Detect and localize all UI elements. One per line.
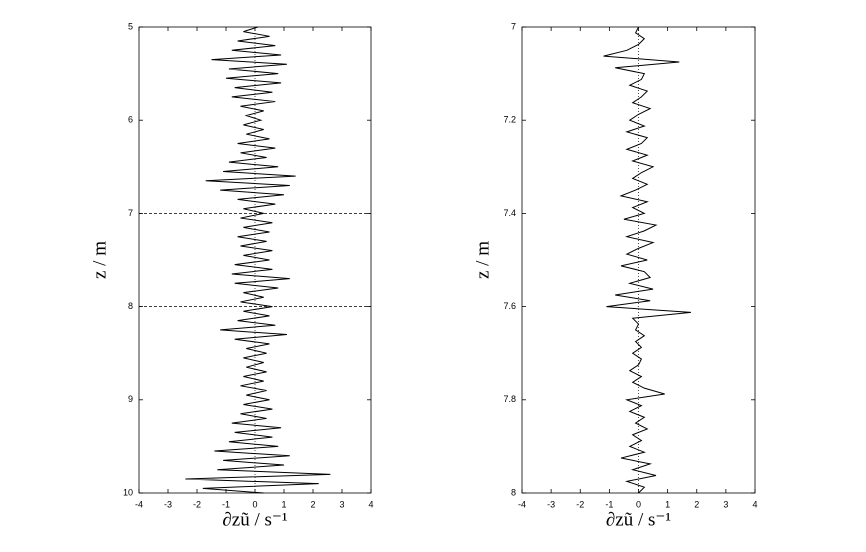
y-tick-label: 7.8 [503, 394, 516, 404]
y-tick-label: 9 [128, 394, 133, 404]
x-tick-label: -1 [605, 499, 613, 509]
x-tick-label: 3 [723, 499, 728, 509]
profile-line [185, 26, 331, 494]
x-axis-label: ∂zũ / s⁻¹ [606, 509, 672, 530]
y-tick-label: 7.2 [503, 115, 516, 125]
y-tick-label: 7.4 [503, 208, 516, 218]
x-tick-label: 4 [368, 499, 373, 509]
x-tick-label: -2 [193, 499, 201, 509]
profile-line [603, 26, 691, 494]
y-tick-label: 7 [511, 21, 516, 31]
y-tick-label: 7 [128, 208, 133, 218]
x-tick-label: 0 [636, 499, 641, 509]
x-tick-label: -3 [547, 499, 555, 509]
y-tick-label: 8 [511, 487, 516, 497]
y-axis-label: z / m [472, 241, 493, 279]
y-tick-label: 5 [128, 21, 133, 31]
x-tick-label: 0 [252, 499, 257, 509]
x-tick-label: 2 [694, 499, 699, 509]
x-tick-label: 4 [752, 499, 757, 509]
y-tick-label: 10 [123, 487, 133, 497]
y-tick-label: 7.6 [503, 301, 516, 311]
x-tick-label: 1 [665, 499, 670, 509]
y-tick-label: 8 [128, 301, 133, 311]
y-tick-label: 6 [128, 115, 133, 125]
x-tick-label: -4 [518, 499, 526, 509]
x-tick-label: -2 [576, 499, 584, 509]
x-tick-label: 3 [339, 499, 344, 509]
x-tick-label: -1 [222, 499, 230, 509]
x-axis-label: ∂zũ / s⁻¹ [222, 509, 288, 530]
x-tick-label: 2 [310, 499, 315, 509]
x-tick-label: -3 [164, 499, 172, 509]
y-axis-label: z / m [89, 241, 110, 279]
x-tick-label: 1 [281, 499, 286, 509]
x-tick-label: -4 [135, 499, 143, 509]
